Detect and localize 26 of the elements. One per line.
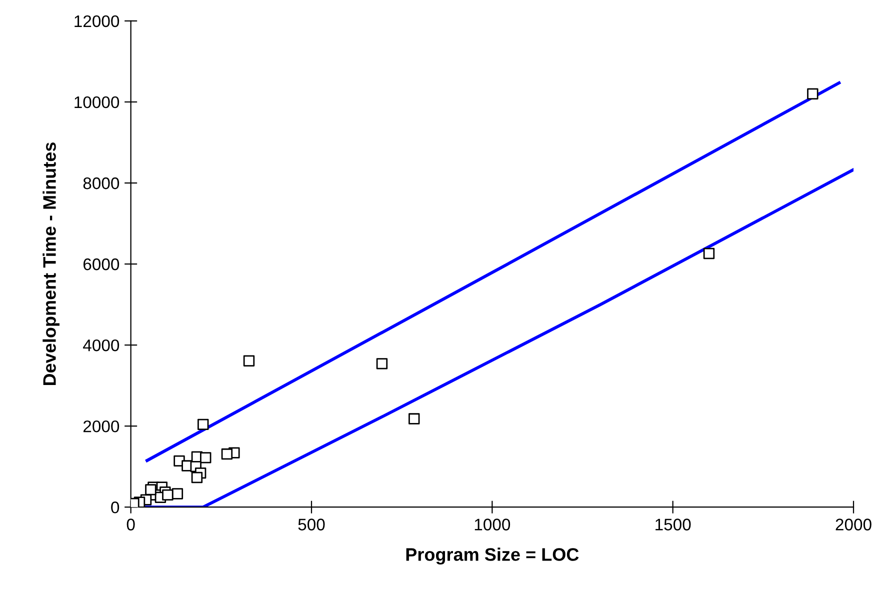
y-tick-label: 2000 [83, 420, 120, 432]
point [243, 355, 255, 366]
y-tick-label: 6000 [83, 258, 120, 270]
point [408, 413, 420, 424]
point [200, 452, 212, 464]
point [807, 88, 818, 100]
point [145, 484, 156, 496]
y-tick-label: 8000 [83, 177, 120, 190]
y-tick-label: 0 [111, 502, 120, 514]
x-axis-title: Program Size = LOC [406, 548, 579, 565]
y-axis-title: Development Time - Minutes [42, 142, 60, 386]
point [162, 489, 174, 501]
point [221, 448, 233, 460]
x-tick-label: 0 [126, 518, 135, 530]
x-tick-label: 2000 [836, 518, 872, 530]
point [376, 358, 388, 370]
x-tick-label: 1000 [474, 518, 510, 530]
y-tick-label: 10000 [74, 96, 120, 108]
point [703, 248, 715, 260]
x-tick-label: 1500 [656, 518, 691, 530]
x-tick-label: 500 [298, 518, 325, 530]
point [197, 418, 209, 430]
point [191, 472, 203, 484]
y-tick-label: 12000 [74, 15, 120, 28]
y-tick-label: 4000 [83, 339, 120, 352]
point [172, 488, 184, 500]
